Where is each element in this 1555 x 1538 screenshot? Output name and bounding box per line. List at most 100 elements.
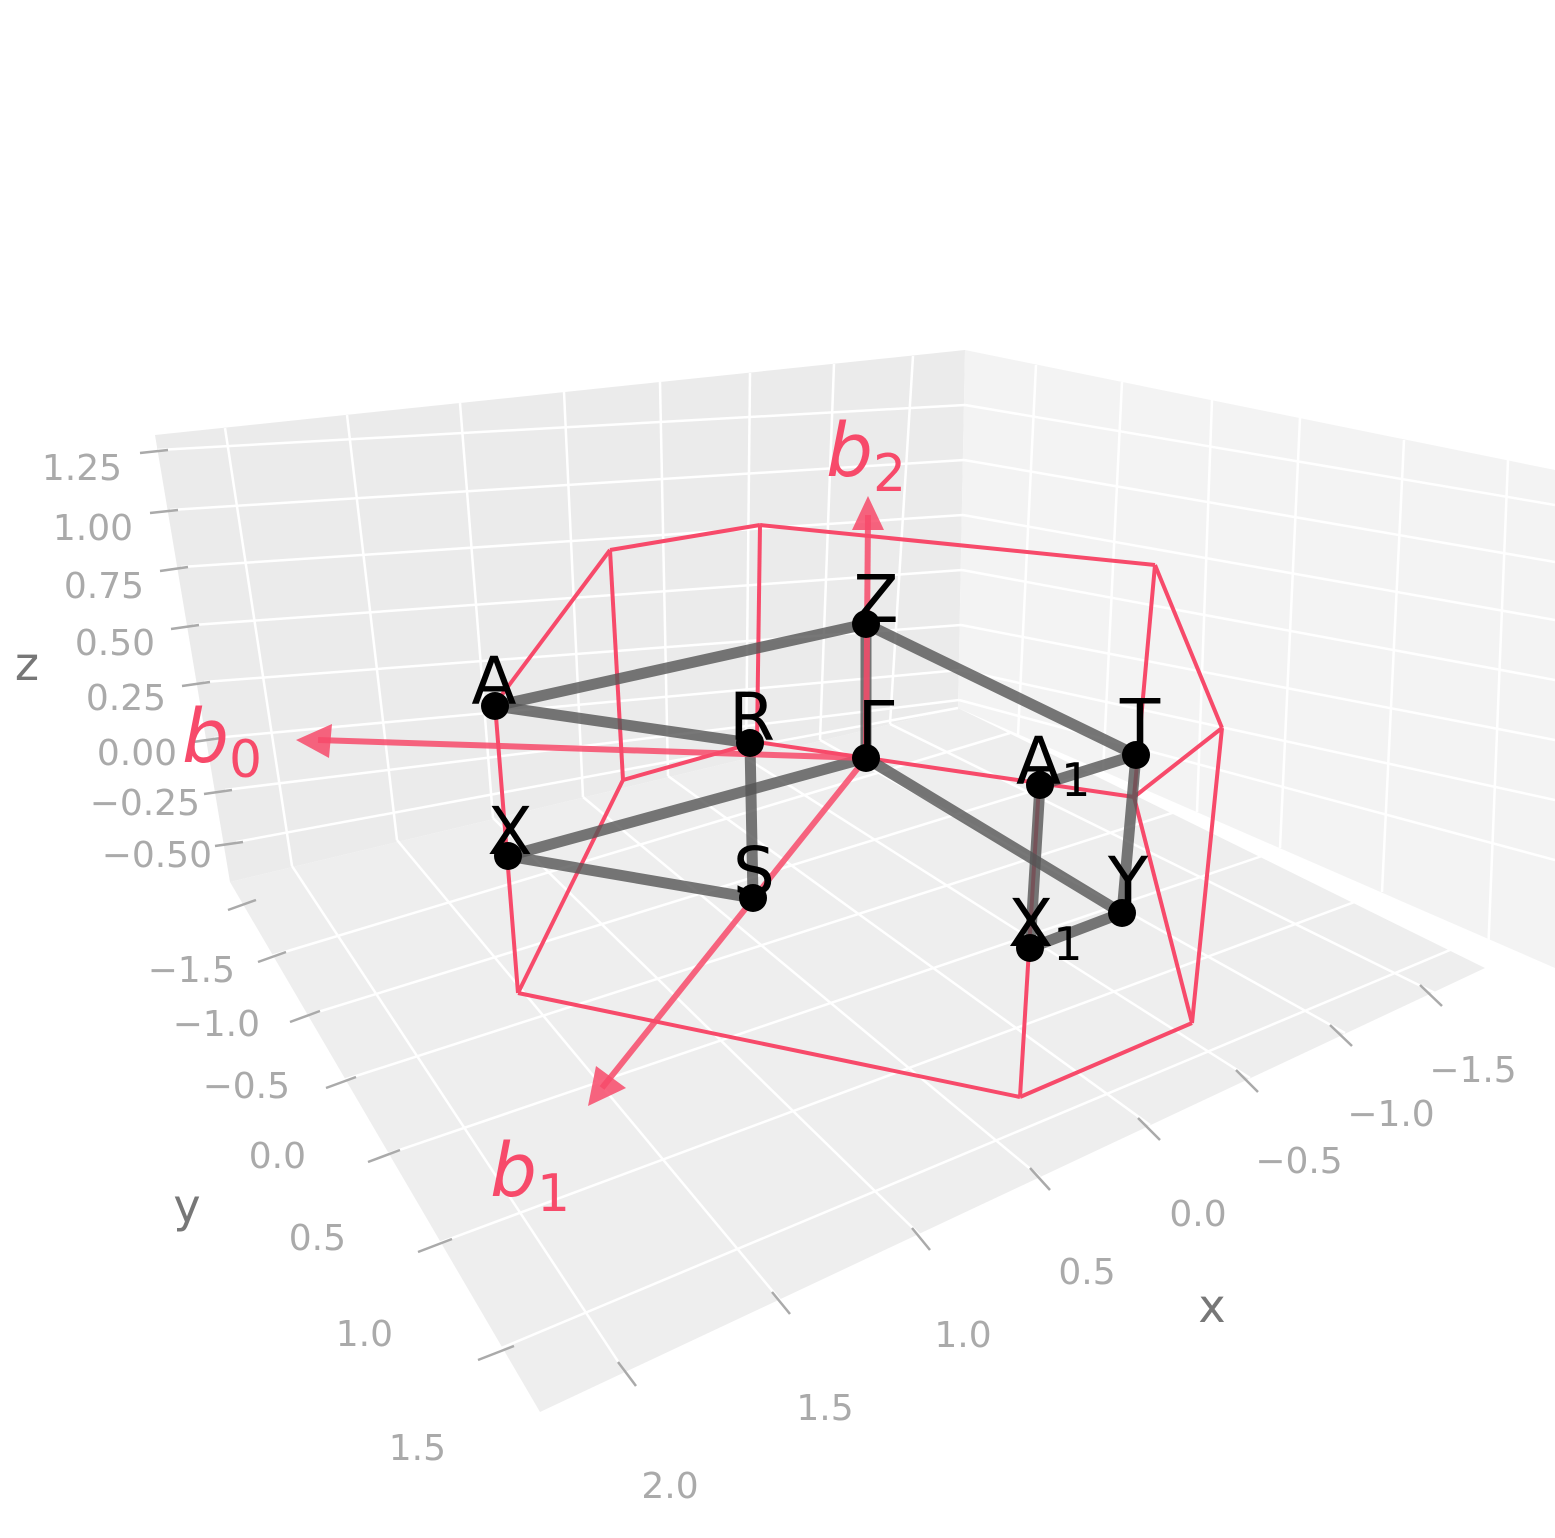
grid-line <box>290 865 627 1373</box>
z-tick-mark <box>139 448 169 455</box>
path-segment-A1-T <box>1034 749 1142 791</box>
x-tick-label: −1.5 <box>1429 1050 1516 1091</box>
kpoint-X-label: X <box>487 793 532 870</box>
side-pane <box>958 350 1555 968</box>
z-axis-label: z <box>15 637 39 691</box>
z-tick-label: 0.00 <box>97 733 177 774</box>
x-tick-mark <box>771 1291 791 1315</box>
grid-line <box>658 381 670 777</box>
path-segment-S-R <box>744 737 759 904</box>
z-tick-labels: 1.25 1.00 0.75 0.50 0.25 0.00 −0.25 −0.5… <box>42 448 212 876</box>
grid-line <box>180 513 964 569</box>
grid-line <box>1101 381 1124 773</box>
path-segment-Y-X1 <box>1024 907 1128 954</box>
b2-vector-arrowhead <box>852 496 884 530</box>
grid-line <box>192 568 963 627</box>
z-tick-label: 1.00 <box>53 508 133 549</box>
grid-line <box>582 796 1041 1178</box>
z-tick-label: −0.50 <box>102 835 212 876</box>
z-tick-mark <box>149 508 179 515</box>
kpoint-markers <box>481 610 1150 962</box>
grid-line <box>169 458 965 512</box>
bz-edge <box>1132 796 1194 1024</box>
path-segment-Y-Gamma <box>860 752 1128 919</box>
grid-line <box>1016 364 1038 736</box>
y-tick-mark <box>289 1009 321 1024</box>
x-tick-mark <box>1029 1167 1051 1191</box>
grid-line <box>1380 439 1406 893</box>
y-tick-mark <box>417 1237 453 1254</box>
grid-line <box>962 513 1555 622</box>
z-tick-label: 0.75 <box>64 566 144 607</box>
grid-line <box>964 403 1555 507</box>
y-tick-label: 0.5 <box>289 1218 346 1259</box>
kpoint-X1-marker <box>1016 934 1044 962</box>
x-axis-label: x <box>1198 1279 1225 1333</box>
bz-edge <box>755 524 762 743</box>
path-segment-X-S <box>502 850 759 904</box>
kpoint-S-marker <box>739 884 767 912</box>
bz-edge <box>516 779 625 994</box>
grid-line <box>419 898 1361 1252</box>
kpoint-A1-marker <box>1026 771 1054 799</box>
grid-line <box>960 623 1555 742</box>
b0-vector-shaft <box>317 737 867 761</box>
y-tick-labels: −1.5 −1.0 −0.5 0.0 0.5 1.0 1.5 <box>148 950 446 1469</box>
grid-line <box>157 403 966 452</box>
b0-label: b0 <box>182 694 262 790</box>
grid-line <box>818 363 836 741</box>
z-tick-mark <box>159 565 189 573</box>
x-tick-mark <box>617 1361 637 1387</box>
bz-edge <box>608 549 625 781</box>
bz-edge <box>759 523 1156 567</box>
kpoint-A-marker <box>481 692 509 720</box>
bz-edge <box>622 740 758 782</box>
grid-line <box>963 458 1555 564</box>
kpoint-X-marker <box>494 842 522 870</box>
kpoint-X1-label: X1 <box>1008 885 1083 971</box>
path-segment-A-Z <box>489 618 872 712</box>
b0-vector-arrowhead <box>296 724 332 758</box>
kpoint-Y-label: Y <box>1107 843 1149 920</box>
x-tick-label: 0.5 <box>1058 1252 1115 1293</box>
grid-line <box>961 568 1555 682</box>
z-tick-mark <box>192 736 222 744</box>
z-tick-mark <box>170 623 200 631</box>
bz-edge <box>1190 727 1224 1024</box>
floor-pane <box>230 708 1485 1412</box>
bz-edge <box>1153 564 1224 729</box>
kpoint-Gamma-marker <box>852 744 880 772</box>
grid-line <box>958 698 1555 862</box>
kpoint-Z-label: Z <box>853 561 898 638</box>
kpoint-T-marker <box>1122 741 1150 769</box>
x-tick-mark <box>911 1227 931 1251</box>
y-tick-label: 0.0 <box>249 1136 306 1177</box>
grid-line <box>1486 459 1510 956</box>
y-tick-mark <box>227 898 257 912</box>
bz-edge <box>609 523 761 552</box>
kpoint-T-label: T <box>1119 685 1161 762</box>
y-tick-label: 1.5 <box>389 1428 446 1469</box>
path-segment-X1-A1 <box>1024 779 1046 954</box>
b1-vector-shaft <box>599 756 869 1090</box>
x-tick-mark <box>1419 984 1443 1007</box>
path-segment-T-Y <box>1116 749 1142 919</box>
x-tick-mark <box>1137 1117 1161 1141</box>
path-segment-R-A <box>489 700 756 749</box>
grid-line <box>479 948 1451 1359</box>
y-tick-label: −0.5 <box>203 1066 290 1107</box>
bz-edge <box>517 991 1021 1099</box>
kpath-segments <box>489 618 1142 954</box>
kpoint-Z-marker <box>852 610 880 638</box>
b1-vector-arrowhead <box>588 1066 626 1106</box>
kpoint-Y-marker <box>1108 899 1136 927</box>
x-tick-mark <box>1329 1024 1353 1047</box>
grid-line <box>745 756 1251 1080</box>
grid-line <box>235 706 959 844</box>
grid-line <box>744 372 752 759</box>
x-tick-label: 1.5 <box>796 1388 853 1429</box>
z-tick-mark <box>181 680 211 688</box>
kpoint-S-label: S <box>733 833 775 910</box>
z-tick-label: 1.25 <box>42 448 122 489</box>
z-tick-label: −0.25 <box>90 783 200 824</box>
